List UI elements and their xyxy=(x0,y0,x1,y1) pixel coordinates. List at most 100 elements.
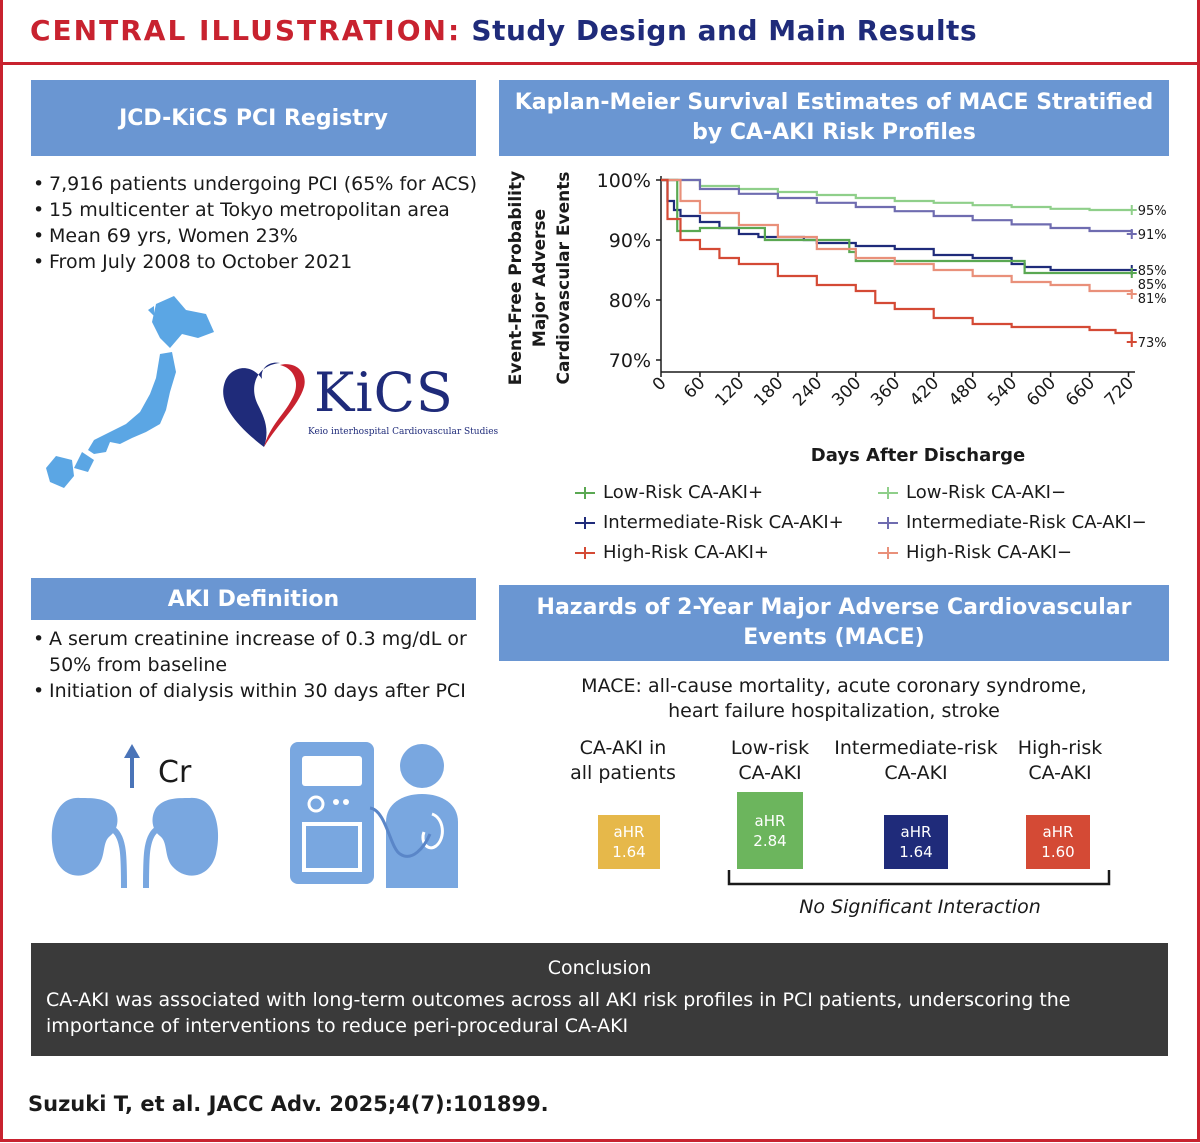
hr-box-all: aHR 1.64 xyxy=(598,815,660,869)
title-label: CENTRAL ILLUSTRATION: xyxy=(30,14,462,47)
km-title-line1: Kaplan-Meier Survival Estimates of MACE … xyxy=(514,90,1154,115)
mace-definition: MACE: all-cause mortality, acute coronar… xyxy=(499,674,1169,724)
x-tick-label: 660 xyxy=(1062,373,1099,410)
mace-line: MACE: all-cause mortality, acute coronar… xyxy=(581,675,1087,697)
group-label-line: all patients xyxy=(570,762,676,784)
hr-box-low: aHR 2.84 xyxy=(737,792,803,869)
legend-marker xyxy=(878,546,898,560)
aki-bullet: Initiation of dialysis within 30 days af… xyxy=(33,678,488,704)
legend-item: Intermediate-Risk CA-AKI− xyxy=(878,512,1147,533)
hr-box-label: aHR xyxy=(900,823,932,841)
legend-item: Low-Risk CA-AKI+ xyxy=(575,482,763,503)
km-legend: Low-Risk CA-AKI+ Low-Risk CA-AKI− Interm… xyxy=(575,482,1175,572)
y-tick-label: 70% xyxy=(609,350,651,372)
group-label-line: Intermediate-risk xyxy=(834,737,998,759)
group-label-high: High-risk CA-AKI xyxy=(985,736,1135,786)
group-label-intermediate: Intermediate-risk CA-AKI xyxy=(826,736,1006,786)
x-tick-label: 0 xyxy=(649,373,671,395)
y-axis-label-line: Cardiovascular Events xyxy=(554,171,574,384)
km-series-line xyxy=(661,178,1132,272)
x-tick-label: 480 xyxy=(945,373,982,410)
legend-marker xyxy=(575,546,595,560)
legend-marker xyxy=(878,486,898,500)
y-tick-label: 90% xyxy=(609,230,651,252)
km-end-label: 91% xyxy=(1138,228,1167,243)
km-chart: Event-Free Probability Major Adverse Cardi… xyxy=(506,170,1167,466)
group-label-low: Low-risk CA-AKI xyxy=(695,736,845,786)
hr-box-label: aHR xyxy=(613,823,645,841)
title-text: Study Design and Main Results xyxy=(471,14,978,47)
mace-line: heart failure hospitalization, stroke xyxy=(668,700,1000,722)
aki-bullets: A serum creatinine increase of 0.3 mg/dL… xyxy=(33,626,488,704)
km-series-line xyxy=(661,178,1132,275)
page-title: CENTRAL ILLUSTRATION: Study Design and M… xyxy=(30,14,977,47)
hr-box-label: aHR xyxy=(754,811,786,830)
group-label-line: CA-AKI xyxy=(1028,762,1092,784)
legend-item: High-Risk CA-AKI+ xyxy=(575,542,769,563)
km-series-line xyxy=(661,178,1132,212)
aki-title: AKI Definition xyxy=(167,586,340,612)
legend-item: Low-Risk CA-AKI− xyxy=(878,482,1066,503)
km-title-band: Kaplan-Meier Survival Estimates of MACE … xyxy=(499,80,1169,156)
interaction-text: No Significant Interaction xyxy=(799,896,1041,918)
x-tick-label: 240 xyxy=(789,373,826,410)
hazards-title-line2: Events (MACE) xyxy=(743,625,925,650)
conclusion-title: Conclusion xyxy=(547,957,652,979)
aki-illustration: Cr xyxy=(51,742,458,889)
legend-marker xyxy=(575,486,595,500)
y-axis-label-line: Event-Free Probability xyxy=(506,171,526,385)
km-end-label: 73% xyxy=(1138,336,1167,351)
legend-label: Low-Risk CA-AKI+ xyxy=(603,482,764,503)
x-tick-label: 300 xyxy=(828,373,865,410)
hr-box-value: 2.84 xyxy=(753,831,787,850)
logo-subtext: Keio interhospital Cardiovascular Studie… xyxy=(308,427,499,437)
logo-text: KiCS xyxy=(314,361,454,424)
km-end-label: 85% xyxy=(1138,264,1167,279)
registry-bullets: 7,916 patients undergoing PCI (65% for A… xyxy=(33,171,493,275)
conclusion-text: CA-AKI was associated with long-term out… xyxy=(46,989,1071,1037)
registry-title: JCD-KiCS PCI Registry xyxy=(119,105,388,131)
japan-map-icon xyxy=(46,296,214,488)
y-tick-label: 80% xyxy=(609,290,651,312)
group-label-line: CA-AKI in xyxy=(579,737,667,759)
x-tick-label: 720 xyxy=(1101,373,1138,410)
km-end-label: 95% xyxy=(1138,204,1167,219)
group-label-line: CA-AKI xyxy=(738,762,802,784)
km-series-line xyxy=(661,178,1133,342)
group-label-line: CA-AKI xyxy=(884,762,948,784)
x-tick-label: 60 xyxy=(680,373,709,402)
group-label-all: CA-AKI in all patients xyxy=(548,736,698,786)
legend-label: High-Risk CA-AKI− xyxy=(906,542,1072,563)
x-tick-label: 180 xyxy=(750,373,787,410)
hr-box-label: aHR xyxy=(1042,823,1074,841)
header: CENTRAL ILLUSTRATION: Study Design and M… xyxy=(0,0,1200,65)
hr-box-value: 1.64 xyxy=(899,843,933,861)
legend-item: Intermediate-Risk CA-AKI+ xyxy=(575,512,844,533)
registry-bullet: Mean 69 yrs, Women 23% xyxy=(33,223,493,249)
legend-marker xyxy=(878,516,898,530)
hr-box-high: aHR 1.60 xyxy=(1026,815,1090,869)
y-tick-label: 100% xyxy=(597,170,651,192)
arrow-up-icon xyxy=(124,744,140,788)
aki-title-band: AKI Definition xyxy=(31,578,476,620)
km-series-line xyxy=(661,178,1133,234)
x-tick-label: 540 xyxy=(984,373,1021,410)
citation: Suzuki T, et al. JACC Adv. 2025;4(7):101… xyxy=(28,1092,549,1116)
y-axis-label-line: Major Adverse xyxy=(530,209,550,347)
patient-icon xyxy=(369,744,458,888)
legend-label: Low-Risk CA-AKI− xyxy=(906,482,1067,503)
interaction-bracket xyxy=(727,870,1111,886)
legend-label: High-Risk CA-AKI+ xyxy=(603,542,769,563)
x-tick-label: 120 xyxy=(711,373,748,410)
hr-box-intermediate: aHR 1.64 xyxy=(884,815,948,869)
legend-item: High-Risk CA-AKI− xyxy=(878,542,1072,563)
legend-label: Intermediate-Risk CA-AKI+ xyxy=(603,512,844,533)
km-title-line2: by CA-AKI Risk Profiles xyxy=(692,120,976,145)
km-end-label: 85% xyxy=(1138,278,1167,293)
hr-box-value: 1.64 xyxy=(612,843,646,861)
hazards-title-band: Hazards of 2-Year Major Adverse Cardiova… xyxy=(499,585,1169,661)
hr-box-value: 1.60 xyxy=(1041,843,1075,861)
kidneys-icon xyxy=(51,797,219,889)
heart-logo-icon xyxy=(223,362,305,447)
